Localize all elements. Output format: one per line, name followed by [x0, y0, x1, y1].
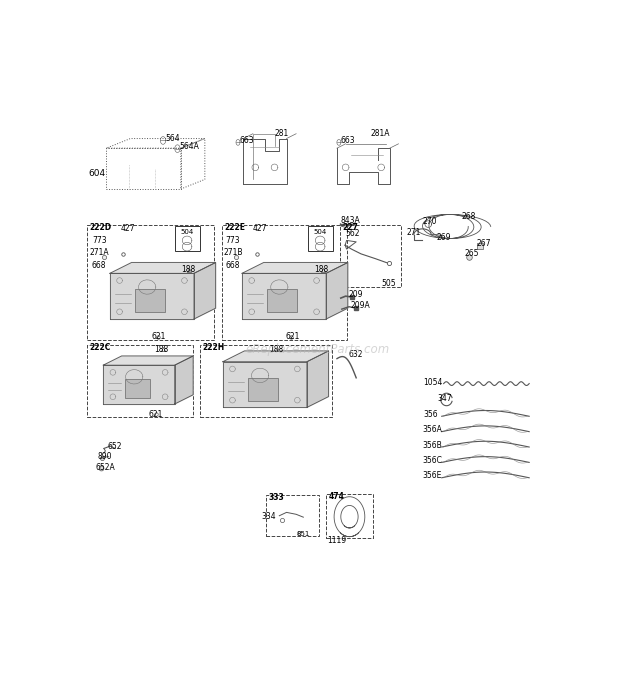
Text: 621: 621 [149, 410, 163, 419]
Text: 504: 504 [314, 229, 327, 235]
Text: 271: 271 [407, 228, 421, 237]
Text: 1054: 1054 [423, 378, 443, 387]
Text: 188: 188 [270, 344, 284, 353]
Bar [248, 378, 278, 401]
Text: 356E: 356E [422, 471, 442, 480]
Text: 773: 773 [226, 236, 240, 245]
Bar [267, 289, 297, 312]
Text: 188: 188 [181, 265, 195, 274]
Polygon shape [175, 356, 193, 404]
Text: 271B: 271B [223, 248, 242, 257]
Text: 281A: 281A [371, 129, 390, 138]
Text: 209: 209 [349, 290, 363, 299]
Text: 265: 265 [465, 249, 479, 258]
Bar [326, 494, 373, 538]
Text: 843A: 843A [341, 216, 361, 225]
Text: 632: 632 [348, 350, 363, 359]
Polygon shape [223, 351, 329, 362]
Text: 668: 668 [92, 261, 107, 270]
Polygon shape [104, 365, 175, 404]
Text: 270: 270 [422, 217, 437, 226]
Text: 268: 268 [462, 212, 476, 221]
Polygon shape [194, 263, 216, 319]
Text: 663: 663 [240, 137, 255, 146]
Polygon shape [242, 263, 348, 273]
Text: 663: 663 [341, 137, 355, 146]
Text: 356A: 356A [422, 426, 443, 435]
Text: 505: 505 [381, 279, 396, 288]
Polygon shape [110, 273, 194, 319]
Text: 604: 604 [88, 168, 105, 177]
Polygon shape [307, 351, 329, 407]
Text: 271A: 271A [89, 248, 109, 257]
Text: 890: 890 [98, 452, 112, 461]
Text: 222D: 222D [89, 223, 112, 232]
Text: 334: 334 [262, 512, 276, 521]
Text: 222H: 222H [202, 343, 224, 352]
Text: 356C: 356C [422, 456, 443, 465]
Bar [87, 225, 215, 340]
Polygon shape [104, 356, 193, 365]
Text: 222C: 222C [89, 343, 111, 352]
Text: 188: 188 [314, 265, 329, 274]
Text: 281: 281 [275, 129, 289, 138]
Text: 562: 562 [345, 229, 360, 238]
Text: 621: 621 [285, 333, 299, 342]
Text: 222E: 222E [224, 223, 245, 232]
Text: 427: 427 [121, 225, 135, 234]
Bar [200, 345, 332, 417]
Polygon shape [326, 263, 348, 319]
Text: 1119: 1119 [327, 536, 347, 545]
Bar [308, 225, 333, 250]
Bar [135, 289, 164, 312]
Bar [175, 225, 200, 250]
Text: 621: 621 [152, 333, 166, 342]
Text: 668: 668 [226, 261, 240, 270]
Text: eReplacementParts.com: eReplacementParts.com [246, 342, 390, 356]
Polygon shape [110, 263, 216, 273]
Polygon shape [223, 362, 307, 407]
Text: 333: 333 [268, 493, 284, 502]
Text: 356B: 356B [422, 441, 442, 450]
Text: 564A: 564A [180, 142, 200, 151]
Text: 652A: 652A [95, 463, 115, 472]
Text: 269: 269 [437, 233, 451, 242]
Bar [340, 225, 401, 286]
Text: 356: 356 [423, 410, 438, 419]
Polygon shape [242, 273, 326, 319]
Text: 347: 347 [437, 394, 451, 403]
Text: 188: 188 [154, 344, 169, 353]
Text: 504: 504 [180, 229, 193, 235]
Text: 227: 227 [343, 223, 358, 232]
Bar [125, 379, 149, 398]
Text: 427: 427 [253, 225, 267, 234]
Bar [266, 495, 319, 536]
Text: 564: 564 [165, 134, 180, 143]
Text: 474: 474 [329, 492, 345, 501]
Text: 851: 851 [296, 531, 309, 536]
Text: 773: 773 [92, 236, 107, 245]
Text: 652: 652 [107, 441, 122, 450]
Bar [87, 345, 193, 417]
Text: 267: 267 [476, 239, 491, 248]
Bar [222, 225, 347, 340]
Text: 209A: 209A [350, 301, 370, 310]
